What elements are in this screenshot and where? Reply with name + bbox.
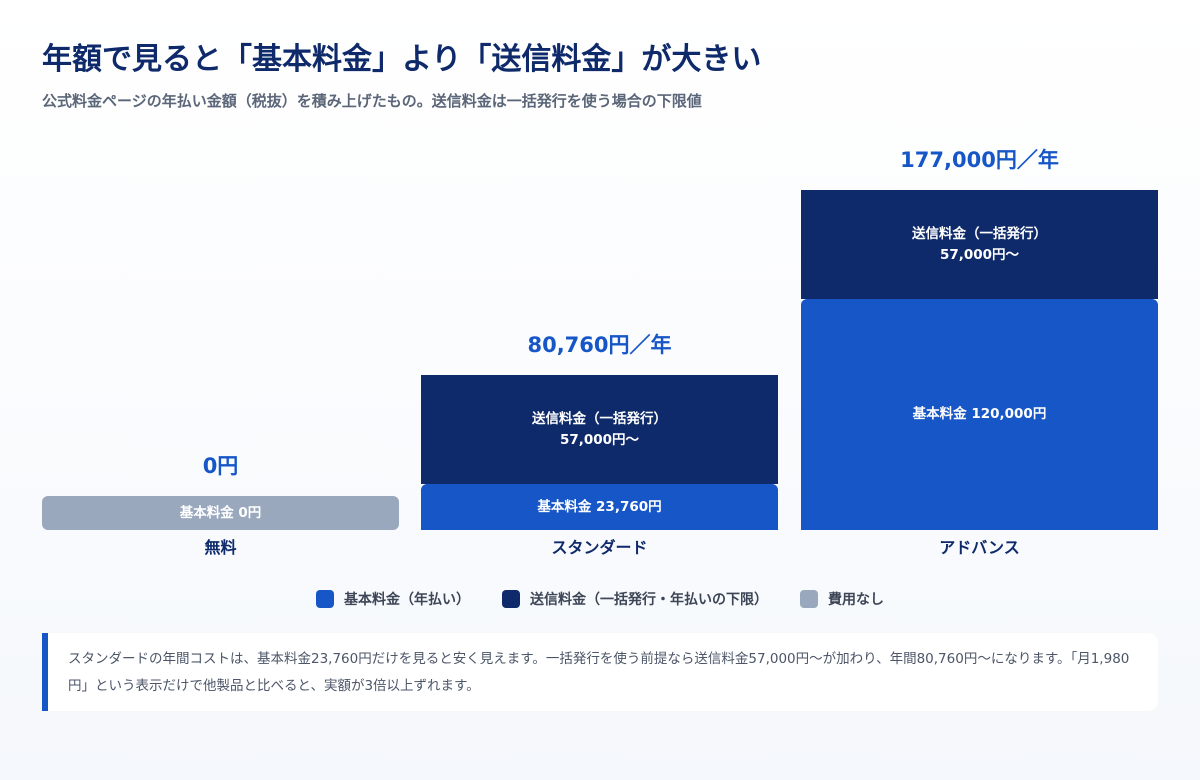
- bar-segment-label: 57,000円〜: [559, 431, 640, 448]
- bar-total-label: 0円: [202, 454, 239, 478]
- legend-label: 費用なし: [828, 592, 884, 608]
- page-title: 年額で見ると「基本料金」より「送信料金」が大きい: [42, 42, 762, 77]
- bar-segment-base: 基本料金 120,000円: [801, 299, 1158, 530]
- bar-segment-label: 基本料金 0円: [179, 504, 262, 521]
- legend-label: 基本料金（年払い）: [344, 592, 470, 608]
- category-label: スタンダード: [551, 538, 648, 557]
- legend-swatch: [502, 590, 520, 608]
- legend-swatch: [316, 590, 334, 608]
- category-label: 無料: [204, 538, 237, 557]
- bar-segment-sending: 送信料金（一括発行） 57,000円〜: [801, 190, 1158, 300]
- bar-segment-label: 基本料金 120,000円: [912, 406, 1047, 423]
- bar-segment-label: 基本料金 23,760円: [537, 498, 662, 515]
- bar-segment-base: 基本料金 23,760円: [421, 484, 778, 530]
- bar-segment-label: 57,000円〜: [939, 246, 1020, 263]
- legend-swatch: [800, 590, 818, 608]
- bar-segment-free: 基本料金 0円: [42, 496, 399, 530]
- bar-segment-label: 送信料金（一括発行）: [912, 225, 1047, 242]
- bar-segment-sending: 送信料金（一括発行） 57,000円〜: [421, 374, 778, 485]
- page-subtitle: 公式料金ページの年払い金額（税抜）を積み上げたもの。送信料金は一括発行を使う場合…: [42, 92, 702, 110]
- chart-column: 送信料金（一括発行） 57,000円〜基本料金 120,000円 177,000円／…: [801, 0, 1158, 570]
- category-label: アドバンス: [939, 538, 1020, 557]
- legend-item: 費用なし: [800, 589, 884, 609]
- note-callout: スタンダードの年間コストは、基本料金23,760円だけを見ると安く見えます。一括…: [42, 633, 1158, 711]
- legend-item: 送信料金（一括発行・年払いの下限）: [502, 589, 768, 609]
- chart-column: 送信料金（一括発行） 57,000円〜基本料金 23,760円 80,760円／年ス…: [421, 0, 778, 570]
- bar-total-label: 80,760円／年: [527, 332, 672, 357]
- note-text: スタンダードの年間コストは、基本料金23,760円だけを見ると安く見えます。一括…: [68, 651, 1130, 694]
- legend-item: 基本料金（年払い）: [316, 589, 470, 609]
- legend-label: 送信料金（一括発行・年払いの下限）: [530, 592, 768, 608]
- bar-total-label: 177,000円／年: [900, 148, 1059, 172]
- bar-segment-label: 送信料金（一括発行）: [532, 410, 667, 427]
- chart-legend: 基本料金（年払い） 送信料金（一括発行・年払いの下限） 費用なし: [0, 589, 1200, 609]
- stacked-bar-chart: 基本料金 0円 0円無料 送信料金（一括発行） 57,000円〜基本料金 23,760…: [42, 0, 1158, 570]
- chart-column: 基本料金 0円 0円無料: [42, 0, 399, 570]
